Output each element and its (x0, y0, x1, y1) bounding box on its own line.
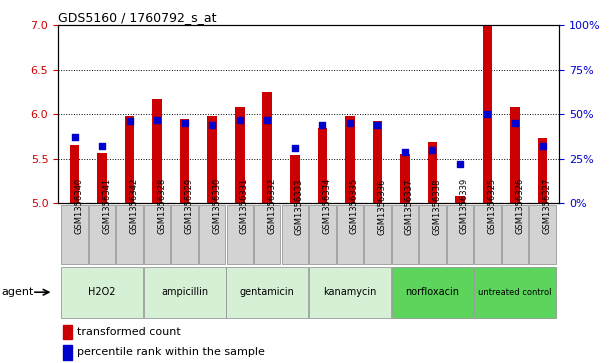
FancyBboxPatch shape (144, 204, 170, 264)
FancyBboxPatch shape (61, 204, 88, 264)
Bar (428, 142, 437, 203)
Text: GSM1356327: GSM1356327 (543, 178, 552, 234)
Bar (263, 92, 272, 203)
FancyBboxPatch shape (254, 204, 280, 264)
Text: agent: agent (1, 287, 34, 297)
FancyBboxPatch shape (199, 204, 225, 264)
Text: GSM1356331: GSM1356331 (240, 178, 249, 234)
Point (318, 122, 327, 128)
FancyBboxPatch shape (419, 204, 445, 264)
Point (538, 143, 547, 149)
FancyBboxPatch shape (172, 204, 198, 264)
Point (400, 149, 410, 155)
Point (125, 119, 134, 125)
Bar (63, 345, 72, 359)
Text: kanamycin: kanamycin (323, 287, 376, 297)
FancyBboxPatch shape (309, 267, 390, 318)
Point (428, 147, 437, 153)
Bar (345, 116, 354, 203)
FancyBboxPatch shape (282, 204, 308, 264)
Point (180, 120, 189, 126)
Text: GSM1356332: GSM1356332 (267, 178, 276, 234)
Bar (207, 116, 217, 203)
Text: GSM1356341: GSM1356341 (102, 178, 111, 234)
Bar (483, 25, 492, 203)
FancyBboxPatch shape (144, 267, 225, 318)
Text: GSM1356334: GSM1356334 (323, 178, 331, 234)
Text: GDS5160 / 1760792_s_at: GDS5160 / 1760792_s_at (58, 11, 216, 24)
Text: GSM1356338: GSM1356338 (433, 178, 441, 234)
Text: untreated control: untreated control (478, 288, 552, 297)
Text: transformed count: transformed count (77, 327, 181, 337)
Point (262, 117, 272, 123)
FancyBboxPatch shape (89, 204, 115, 264)
Bar (180, 119, 189, 203)
Point (152, 117, 162, 123)
FancyBboxPatch shape (474, 204, 500, 264)
Text: GSM1356325: GSM1356325 (488, 178, 497, 234)
Bar (455, 196, 465, 203)
FancyBboxPatch shape (309, 204, 335, 264)
FancyBboxPatch shape (529, 204, 556, 264)
Bar (290, 155, 299, 203)
Point (207, 122, 217, 128)
FancyBboxPatch shape (227, 204, 253, 264)
Point (483, 111, 492, 117)
Text: H2O2: H2O2 (89, 287, 116, 297)
Text: GSM1356330: GSM1356330 (212, 178, 221, 234)
Text: GSM1356335: GSM1356335 (350, 178, 359, 234)
Text: gentamicin: gentamicin (240, 287, 295, 297)
Bar (97, 154, 107, 203)
Text: GSM1356326: GSM1356326 (515, 178, 524, 234)
Text: GSM1356342: GSM1356342 (130, 178, 139, 234)
FancyBboxPatch shape (337, 204, 363, 264)
FancyBboxPatch shape (447, 204, 473, 264)
FancyBboxPatch shape (392, 267, 474, 318)
Text: percentile rank within the sample: percentile rank within the sample (77, 347, 265, 357)
Bar (510, 107, 520, 203)
Point (510, 120, 520, 126)
Text: ampicillin: ampicillin (161, 287, 208, 297)
Text: GSM1356340: GSM1356340 (75, 178, 84, 234)
Bar (400, 154, 410, 203)
FancyBboxPatch shape (502, 204, 529, 264)
Point (345, 120, 355, 126)
Point (97, 143, 107, 149)
Text: norfloxacin: norfloxacin (406, 287, 459, 297)
Text: GSM1356328: GSM1356328 (157, 178, 166, 234)
Bar (235, 107, 244, 203)
Bar (318, 128, 327, 203)
Point (290, 145, 299, 151)
Text: GSM1356337: GSM1356337 (405, 178, 414, 234)
Text: GSM1356339: GSM1356339 (460, 178, 469, 234)
Point (373, 122, 382, 128)
Point (235, 117, 244, 123)
FancyBboxPatch shape (227, 267, 308, 318)
Text: GSM1356333: GSM1356333 (295, 178, 304, 234)
Text: GSM1356329: GSM1356329 (185, 178, 194, 234)
Bar (125, 116, 134, 203)
Bar (538, 138, 547, 203)
Text: GSM1356336: GSM1356336 (378, 178, 386, 234)
FancyBboxPatch shape (117, 204, 143, 264)
Bar (152, 99, 162, 203)
FancyBboxPatch shape (364, 204, 390, 264)
FancyBboxPatch shape (392, 204, 418, 264)
Point (70, 135, 79, 140)
Bar (63, 325, 72, 339)
FancyBboxPatch shape (474, 267, 556, 318)
Bar (70, 146, 79, 203)
Point (455, 161, 465, 167)
Bar (373, 121, 382, 203)
FancyBboxPatch shape (61, 267, 143, 318)
